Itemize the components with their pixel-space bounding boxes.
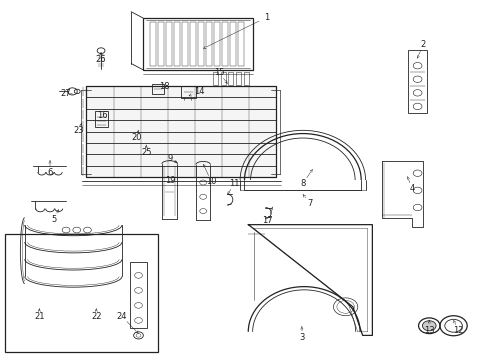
Text: 19: 19 xyxy=(165,176,176,185)
Text: 11: 11 xyxy=(229,179,240,188)
Text: 17: 17 xyxy=(262,216,273,225)
Text: 7: 7 xyxy=(307,199,312,208)
Text: 2: 2 xyxy=(420,40,425,49)
Bar xyxy=(238,22,244,66)
Text: 16: 16 xyxy=(97,111,108,120)
Bar xyxy=(149,22,156,66)
Text: 10: 10 xyxy=(206,177,216,186)
Bar xyxy=(236,72,241,85)
Bar xyxy=(198,22,204,66)
Text: 21: 21 xyxy=(34,312,44,321)
Bar xyxy=(130,262,146,328)
Bar xyxy=(190,22,196,66)
Bar xyxy=(206,22,212,66)
Text: 18: 18 xyxy=(159,82,169,91)
Bar xyxy=(181,86,196,98)
Text: 4: 4 xyxy=(409,184,414,193)
Text: 26: 26 xyxy=(96,55,106,64)
Text: 24: 24 xyxy=(117,312,127,321)
Text: 5: 5 xyxy=(51,215,57,224)
Bar xyxy=(228,72,233,85)
Text: 25: 25 xyxy=(141,148,151,157)
Text: 27: 27 xyxy=(60,89,71,98)
Text: 8: 8 xyxy=(300,179,305,188)
Text: 22: 22 xyxy=(91,312,101,321)
Bar xyxy=(407,50,426,113)
Bar xyxy=(5,234,158,352)
Bar xyxy=(214,22,220,66)
Text: 3: 3 xyxy=(299,333,304,342)
Bar xyxy=(95,111,108,127)
Bar xyxy=(174,22,180,66)
Text: 9: 9 xyxy=(167,154,173,163)
Bar xyxy=(143,18,252,70)
Bar xyxy=(230,22,236,66)
Text: 23: 23 xyxy=(74,126,84,135)
Bar xyxy=(222,22,228,66)
Text: 20: 20 xyxy=(131,133,142,142)
Bar xyxy=(165,22,172,66)
Bar xyxy=(212,72,217,85)
Bar xyxy=(220,72,225,85)
Text: 12: 12 xyxy=(452,326,463,335)
Bar xyxy=(244,72,248,85)
Text: 1: 1 xyxy=(263,13,268,22)
Bar xyxy=(158,22,163,66)
Text: 6: 6 xyxy=(47,168,53,177)
Bar xyxy=(182,22,188,66)
Bar xyxy=(86,86,276,177)
Circle shape xyxy=(422,321,435,331)
Bar xyxy=(152,84,163,94)
Text: 15: 15 xyxy=(214,68,224,77)
Text: 13: 13 xyxy=(423,325,434,334)
Text: 14: 14 xyxy=(194,87,204,96)
